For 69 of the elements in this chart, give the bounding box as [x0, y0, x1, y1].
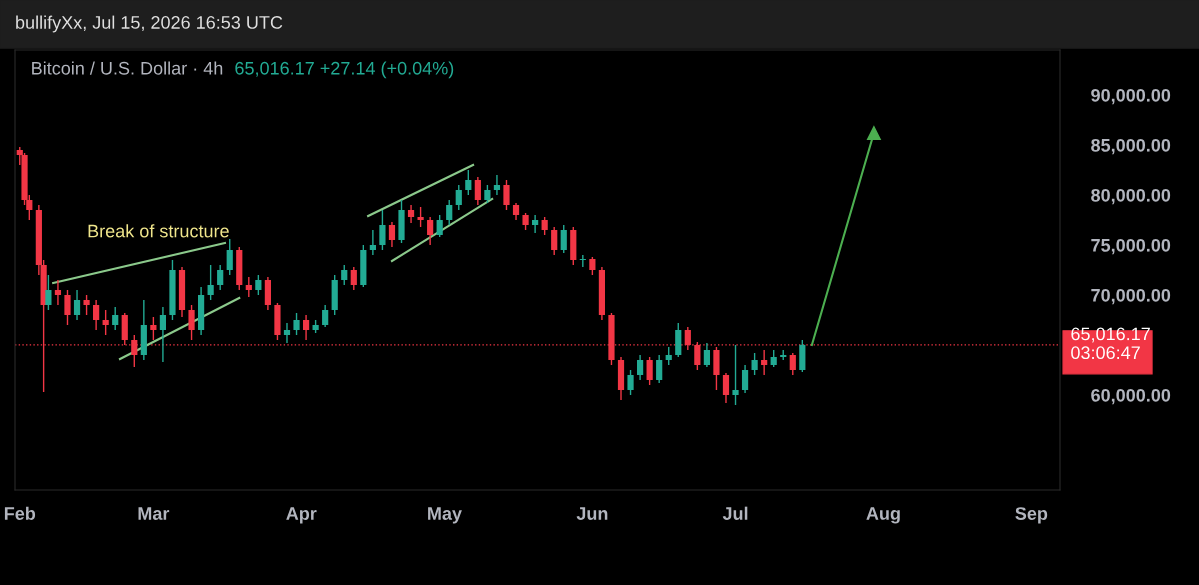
candlestick: [751, 352, 758, 376]
candlestick: [427, 216, 434, 246]
candlestick: [283, 322, 291, 344]
candlestick: [150, 316, 157, 341]
candlestick: [322, 304, 329, 328]
text: bullifyXx, Jul 15, 2026 16:53 UTC: [16, 15, 283, 33]
x-tick-label: May: [428, 507, 462, 524]
candlestick: [302, 314, 310, 341]
candlestick: [646, 356, 653, 386]
candlestick: [217, 264, 224, 291]
candlestick: [369, 229, 376, 256]
ref-line-label: 65,016.17: [1071, 327, 1150, 343]
candlestick: [503, 179, 510, 211]
candlestick: [789, 352, 796, 376]
candlestick: [112, 306, 119, 331]
candlestick: [741, 364, 749, 394]
candlestick: [255, 274, 262, 296]
candlestick: [93, 299, 100, 331]
candlestick: [417, 206, 424, 228]
text: 65,016.17 +27.14 (+0.04%): [235, 61, 454, 79]
candlestick: [83, 294, 90, 316]
y-tick-label: 80,000.00: [1091, 188, 1171, 205]
candlestick: [64, 289, 71, 326]
candlestick: [579, 254, 586, 268]
y-tick-label: 85,000.00: [1091, 138, 1171, 155]
candlestick: [474, 176, 481, 206]
candlestick: [188, 304, 195, 341]
candlestick: [379, 209, 386, 251]
text: 03:06:47: [1071, 346, 1140, 360]
y-tick-label: 60,000.00: [1091, 388, 1171, 405]
x-tick-label: Mar: [138, 507, 170, 520]
x-tick-label: Sep: [1015, 507, 1048, 524]
y-tick-label: 70,000.00: [1091, 288, 1171, 305]
candlestick: [465, 169, 472, 196]
candlestick: [54, 279, 62, 306]
candlestick: [560, 224, 567, 254]
x-tick-label: Jun: [576, 507, 608, 520]
x-tick-label: Feb: [4, 506, 36, 520]
y-tick-label: 90,000.00: [1091, 88, 1171, 105]
annotation: Break of structure: [88, 224, 229, 238]
candlestick: [207, 264, 214, 301]
candlestick: [703, 342, 710, 368]
candlestick: [532, 214, 539, 234]
candlestick: [761, 349, 768, 376]
candlestick: [341, 264, 348, 286]
candlestick: [446, 199, 453, 226]
candlestick: [226, 238, 233, 276]
candlestick: [455, 184, 462, 211]
candlestick: [436, 214, 443, 238]
candlestick: [245, 276, 252, 298]
candlestick: [293, 312, 300, 336]
candlestick: [350, 266, 357, 291]
chart-title: Bitcoin / U.S. Dollar · 4h: [32, 61, 223, 75]
candlestick: [551, 226, 558, 256]
candlestick: [636, 354, 644, 381]
candlestick: [627, 369, 634, 396]
candlestick: [159, 306, 167, 363]
candlestick: [102, 309, 109, 336]
x-tick-label: Jul: [722, 506, 748, 520]
x-tick-label: Apr: [286, 507, 317, 524]
candlestick: [388, 221, 396, 248]
candlestick: [45, 274, 52, 311]
y-tick-label: 75,000.00: [1091, 238, 1171, 255]
candlestick: [656, 354, 663, 384]
candlestick: [732, 344, 739, 406]
candlestick: [493, 174, 501, 196]
candlestick: [73, 289, 81, 321]
candlestick: [722, 372, 730, 404]
x-tick-label: Aug: [866, 507, 900, 524]
